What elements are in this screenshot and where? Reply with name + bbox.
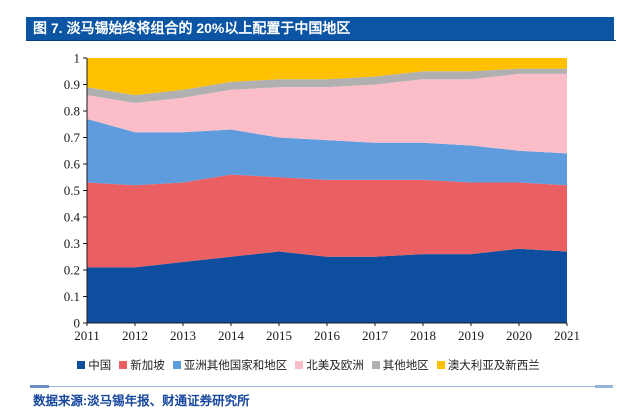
title-underline	[26, 40, 616, 41]
area-series-5	[87, 58, 567, 96]
legend-swatch-1	[119, 361, 128, 369]
legend-item-1: 新加坡	[119, 357, 165, 373]
x-tick-label: 2018	[410, 328, 436, 343]
x-tick-label: 2015	[266, 328, 292, 343]
y-tick-label: 0.5	[64, 183, 80, 198]
y-tick-label: 1	[74, 51, 81, 66]
y-tick-label: 0.4	[64, 210, 81, 225]
footer-divider-accent-right	[595, 385, 613, 388]
legend-swatch-0	[77, 361, 86, 369]
legend-label-5: 澳大利亚及新西兰	[447, 360, 540, 372]
y-tick-label: 0.6	[64, 157, 81, 172]
legend-item-3: 北美及欧洲	[295, 357, 364, 373]
figure-title: 图 7. 淡马锡始终将组合的 20%以上配置于中国地区	[33, 20, 351, 36]
stacked-area-chart: 0 0.1 0.2 0.3 0.4 0.5 0.6 0.7 0.8 0.9 1 2011 2012 201…	[64, 51, 580, 344]
x-tick-label: 2020	[506, 328, 532, 343]
footer-divider	[30, 386, 613, 387]
y-tick-label: 0.1	[64, 289, 80, 304]
legend-swatch-5	[436, 361, 445, 369]
x-tick-label: 2012	[122, 328, 148, 343]
figure-title-bar: 图 7. 淡马锡始终将组合的 20%以上配置于中国地区	[26, 17, 614, 40]
y-tick-label: 0.2	[64, 263, 80, 278]
legend-label-3: 北美及欧洲	[306, 360, 364, 372]
x-tick-label: 2011	[74, 328, 100, 343]
x-tick-label: 2016	[314, 328, 341, 343]
data-source-label: 数据来源:淡马锡年报、财通证券研究所	[33, 394, 250, 408]
x-tick-label: 2021	[554, 328, 580, 343]
legend-item-0: 中国	[77, 357, 111, 373]
legend-label-1: 新加坡	[130, 360, 165, 372]
x-tick-label: 2013	[170, 328, 196, 343]
x-tick-label: 2017	[362, 328, 389, 343]
legend-item-4: 其他地区	[371, 357, 429, 373]
legend-label-0: 中国	[88, 360, 112, 372]
y-tick-label: 0.8	[64, 104, 80, 119]
area-series-4	[87, 68, 567, 104]
y-tick-label: 0.3	[64, 236, 80, 251]
footer-divider-accent-left	[30, 385, 49, 388]
y-tick-label: 0	[74, 316, 81, 331]
area-series-3	[87, 73, 567, 154]
y-tick-label: 0.7	[64, 130, 81, 145]
legend-item-2: 亚洲其他国家和地区	[172, 357, 288, 373]
area-series-2	[87, 118, 567, 186]
legend-swatch-3	[295, 361, 304, 369]
y-tick-label: 0.9	[64, 77, 80, 92]
legend-label-4: 其他地区	[382, 360, 429, 372]
legend-swatch-4	[371, 361, 380, 369]
legend-swatch-2	[172, 361, 181, 369]
x-tick-label: 2019	[458, 328, 484, 343]
area-series-0	[87, 248, 567, 323]
chart-legend: 中国 新加坡 亚洲其他国家和地区 北美及欧洲 其他地区 澳大利亚及新西兰	[0, 357, 617, 373]
legend-item-5: 澳大利亚及新西兰	[436, 357, 540, 373]
legend-label-2: 亚洲其他国家和地区	[183, 360, 288, 372]
area-series-1	[87, 174, 567, 268]
x-tick-label: 2014	[218, 328, 245, 343]
